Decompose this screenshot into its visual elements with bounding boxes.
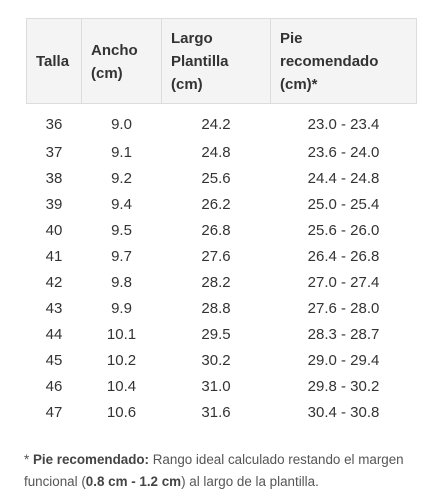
footnote-term: Pie recomendado: (32, 452, 150, 468)
header-row: Talla Ancho (cm) Largo Plantilla (cm) Pie re… (26, 18, 417, 104)
size-guide: Talla Ancho (cm) Largo Plantilla (cm) Pie re… (24, 18, 417, 489)
cell-talla: 37 (45, 143, 63, 161)
cell-ancho: 9.2 (111, 169, 132, 187)
cell-ancho: 9.9 (111, 299, 132, 317)
cell-talla: 44 (45, 325, 63, 343)
cell-largo: 27.6 (201, 247, 231, 265)
cell-talla: 45 (45, 351, 63, 369)
table-row: 37 9.1 24.8 23.6 - 24.0 (27, 139, 417, 165)
cell-ancho: 10.1 (106, 325, 137, 343)
cell-talla: 40 (45, 221, 63, 239)
cell-talla: 39 (45, 195, 63, 213)
cell-talla: 46 (45, 377, 63, 395)
cell-pie: 23.6 - 24.0 (307, 143, 380, 161)
cell-pie: 25.6 - 26.0 (307, 221, 380, 239)
cell-talla: 47 (45, 403, 63, 421)
table-row: 38 9.2 25.6 24.4 - 24.8 (27, 165, 417, 191)
cell-pie: 30.4 - 30.8 (307, 403, 380, 421)
cell-ancho: 10.4 (106, 377, 137, 395)
cell-ancho: 9.0 (111, 115, 132, 133)
cell-largo: 25.6 (201, 169, 231, 187)
cell-pie: 25.0 - 25.4 (307, 195, 380, 213)
header-pie-label-line2: recomendado (280, 53, 379, 70)
cell-ancho: 10.6 (106, 403, 137, 421)
cell-largo: 31.0 (201, 377, 231, 395)
header-pie-label-line1: Pie (280, 30, 303, 47)
cell-largo: 24.2 (201, 115, 231, 133)
footnote-text-end: ) al largo de la plantilla. (181, 474, 319, 490)
cell-largo: 30.2 (201, 351, 231, 369)
cell-talla: 41 (45, 247, 63, 265)
cell-ancho: 9.1 (111, 143, 132, 161)
header-pie-label-line3: (cm)* (280, 76, 318, 93)
table-row: 43 9.9 28.8 27.6 - 28.0 (27, 295, 417, 321)
footnote: * Pie recomendado: Rango ideal calculado… (24, 449, 424, 493)
cell-largo: 26.8 (201, 221, 231, 239)
table-header: Talla Ancho (cm) Largo Plantilla (cm) Pie re… (26, 18, 417, 104)
size-table: Talla Ancho (cm) Largo Plantilla (cm) Pie re… (26, 18, 417, 425)
cell-pie: 28.3 - 28.7 (307, 325, 380, 343)
cell-largo: 28.2 (201, 273, 231, 291)
table-row: 39 9.4 26.2 25.0 - 25.4 (27, 191, 417, 217)
cell-pie: 23.0 - 23.4 (307, 115, 380, 133)
cell-ancho: 9.7 (111, 247, 132, 265)
footnote-asterisk: * (24, 452, 33, 468)
header-ancho: Ancho (cm) (81, 18, 162, 104)
cell-largo: 31.6 (201, 403, 231, 421)
cell-pie: 26.4 - 26.8 (307, 247, 380, 265)
header-ancho-label-line2: (cm) (91, 64, 123, 82)
table-row: 40 9.5 26.8 25.6 - 26.0 (27, 217, 417, 243)
cell-ancho: 9.8 (111, 273, 132, 291)
cell-ancho: 9.4 (111, 195, 132, 213)
cell-talla: 36 (45, 115, 63, 133)
cell-talla: 42 (45, 273, 63, 291)
cell-talla: 43 (45, 299, 63, 317)
table-row: 47 10.6 31.6 30.4 - 30.8 (27, 399, 417, 425)
cell-ancho: 9.5 (111, 221, 132, 239)
header-largo-label-line1: Largo (171, 30, 213, 47)
table-row: 44 10.1 29.5 28.3 - 28.7 (27, 321, 417, 347)
table-row: 46 10.4 31.0 29.8 - 30.2 (27, 373, 417, 399)
cell-largo: 24.8 (201, 143, 231, 161)
header-talla: Talla (26, 18, 82, 104)
table-row: 42 9.8 28.2 27.0 - 27.4 (27, 269, 417, 295)
cell-largo: 26.2 (201, 195, 231, 213)
cell-talla: 38 (45, 169, 63, 187)
cell-pie: 24.4 - 24.8 (307, 169, 380, 187)
cell-pie: 27.0 - 27.4 (307, 273, 380, 291)
header-talla-label: Talla (36, 53, 70, 70)
header-pie-recomendado: Pie recomendado (cm)* (270, 18, 417, 104)
footnote-margin-range: 0.8 cm - 1.2 cm (85, 474, 182, 490)
header-largo-plantilla: Largo Plantilla (cm) (161, 18, 271, 104)
header-ancho-label-line1: Ancho (91, 41, 138, 59)
header-largo-label-line2: Plantilla (171, 53, 229, 70)
table-row: 45 10.2 30.2 29.0 - 29.4 (27, 347, 417, 373)
cell-pie: 29.8 - 30.2 (307, 377, 380, 395)
table-body: 36 9.0 24.2 23.0 - 23.4 37 9.1 24.8 23.6 - 24.… (27, 104, 417, 426)
header-largo-label-line3: (cm) (171, 76, 203, 93)
cell-largo: 28.8 (201, 299, 231, 317)
cell-ancho: 10.2 (106, 351, 137, 369)
table-row: 36 9.0 24.2 23.0 - 23.4 (27, 104, 417, 140)
cell-largo: 29.5 (201, 325, 231, 343)
table-row: 41 9.7 27.6 26.4 - 26.8 (27, 243, 417, 269)
cell-pie: 29.0 - 29.4 (307, 351, 380, 369)
cell-pie: 27.6 - 28.0 (307, 299, 380, 317)
